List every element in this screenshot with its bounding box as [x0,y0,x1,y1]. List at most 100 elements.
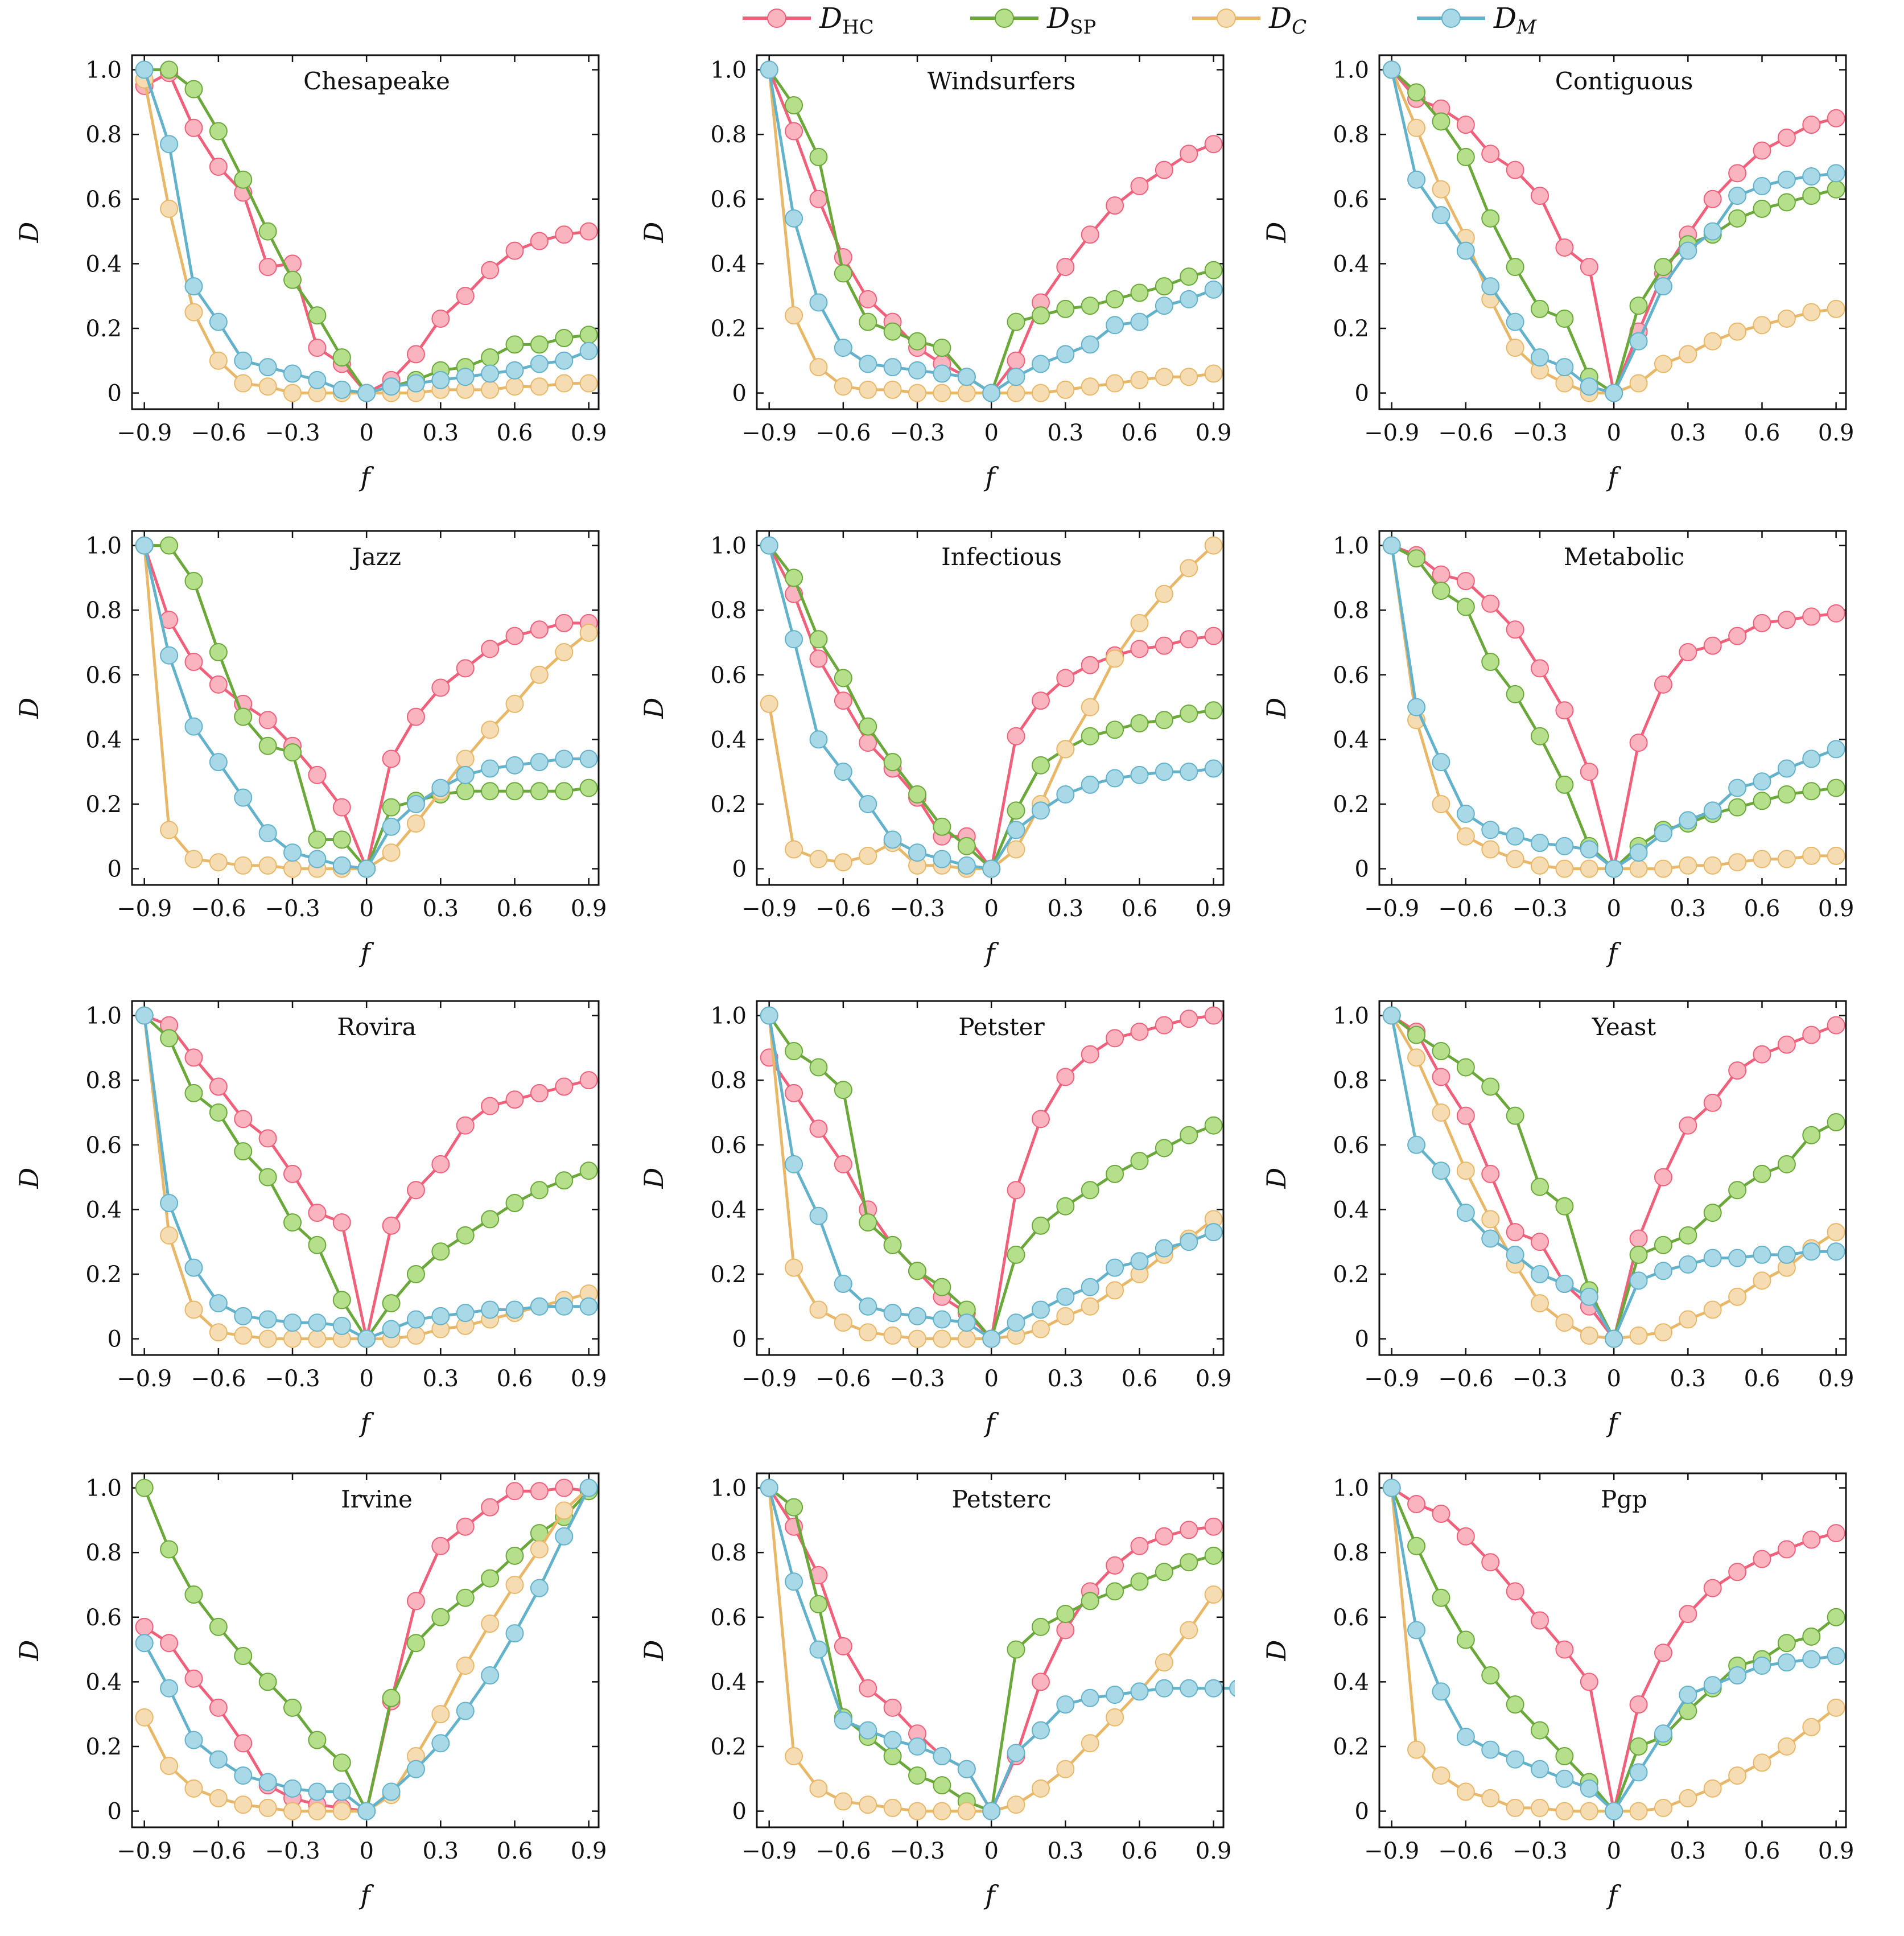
data-point-C [308,1802,327,1820]
data-point-C [933,384,951,402]
data-point-C [184,1779,203,1798]
data-point-C [1106,1281,1124,1300]
series-C [135,1006,598,1348]
x-tick-label: −0.6 [1438,1366,1493,1392]
data-point-C [1580,1326,1598,1345]
data-point-M [1531,1760,1549,1778]
data-point-HC [1432,1505,1450,1523]
axes-frame [1378,54,1847,410]
data-point-HC [1180,1010,1198,1028]
data-point-M [431,370,450,389]
data-point-HC [209,1698,228,1717]
data-point-M [332,380,351,399]
data-point-C [406,814,425,833]
data-point-C [308,1329,327,1348]
data-point-M [579,1297,598,1316]
data-point-C [1531,1294,1549,1313]
data-point-C [160,199,179,218]
data-point-C [1827,1223,1845,1242]
panel-contiguous: −0.9 −0.6 −0.3 0 0.3 0.6 0.9 0 0.2 0.4 0.6 0.8 1.0 f D… [1261,54,1854,492]
data-point-SP [258,1168,277,1187]
x-axis-label: f [358,937,374,968]
data-point-C [859,1323,877,1342]
data-point-SP [1056,1605,1075,1624]
x-tick-label: −0.3 [1512,1838,1567,1864]
data-point-C [760,694,778,713]
data-point-M [1580,840,1598,859]
legend: DHC DSP DC DM [743,2,1537,39]
data-point-C [1155,1653,1173,1672]
series-line-SP [768,545,1214,871]
data-point-M [209,312,228,331]
data-point-M [283,1779,302,1798]
data-point-C [1155,368,1173,386]
data-point-C [1007,1795,1025,1814]
data-point-HC [1703,1579,1722,1597]
data-point-HC [258,711,277,730]
data-point-M [505,756,524,775]
data-point-M [357,384,376,402]
series-HC [760,1478,1223,1820]
data-point-SP [579,1161,598,1180]
x-tick-label: −0.9 [117,1366,172,1392]
y-tick-label: 0.6 [85,662,122,689]
data-point-M [957,1760,976,1778]
data-point-SP [308,1235,327,1254]
data-point-M [283,843,302,862]
data-point-M [1679,1255,1697,1274]
data-point-M [785,209,803,228]
data-point-SP [184,1585,203,1604]
data-point-M [908,843,927,862]
data-point-C [481,720,500,739]
data-point-SP [1802,782,1821,801]
data-point-M [456,1304,475,1323]
data-point-SP [505,1546,524,1565]
data-point-M [135,536,154,555]
panel-title: Metabolic [1564,543,1684,571]
data-point-C [1081,698,1099,716]
y-tick-label: 0.4 [85,251,122,277]
data-point-HC [406,707,425,726]
data-point-C [1456,1782,1475,1801]
data-point-HC [1056,1621,1075,1640]
data-point-C [1629,374,1648,393]
data-point-HC [1580,763,1598,781]
data-point-M [357,1329,376,1348]
panel-title: Petsterc [952,1485,1052,1513]
data-point-C [785,1258,803,1277]
x-tick-label: 0 [984,896,998,922]
y-tick-label: 0 [108,1799,122,1825]
y-tick-label: 0.4 [710,1197,747,1223]
series-M [135,60,598,402]
data-point-HC [456,1517,475,1536]
data-point-SP [481,782,500,801]
data-point-SP [1056,1197,1075,1216]
x-tick-label: 0 [1606,896,1621,922]
data-point-M [1802,1242,1821,1261]
series-C [1382,536,1845,878]
axes-frame [756,1472,1225,1828]
data-point-HC [1031,1673,1050,1691]
data-point-SP [1506,685,1524,703]
data-point-M [530,1297,549,1316]
data-point-SP [809,147,828,166]
x-tick-label: −0.3 [889,896,945,922]
data-point-M [382,1320,401,1338]
data-point-HC [859,1679,877,1698]
x-tick-label: −0.9 [117,1838,172,1864]
data-point-SP [1481,209,1500,228]
x-tick-label: 0 [359,896,373,922]
y-tick-label: 0.6 [1333,1605,1369,1631]
data-point-HC [481,640,500,658]
data-point-HC [1180,630,1198,649]
data-point-C [1180,368,1198,386]
data-point-M [908,361,927,380]
data-point-M [308,370,327,389]
data-point-SP [406,1264,425,1283]
data-point-SP [834,669,852,687]
data-point-SP [283,1213,302,1232]
y-tick-label: 0.2 [85,792,122,818]
data-point-C [1031,384,1050,402]
data-point-HC [1204,135,1223,154]
data-point-C [1081,377,1099,396]
